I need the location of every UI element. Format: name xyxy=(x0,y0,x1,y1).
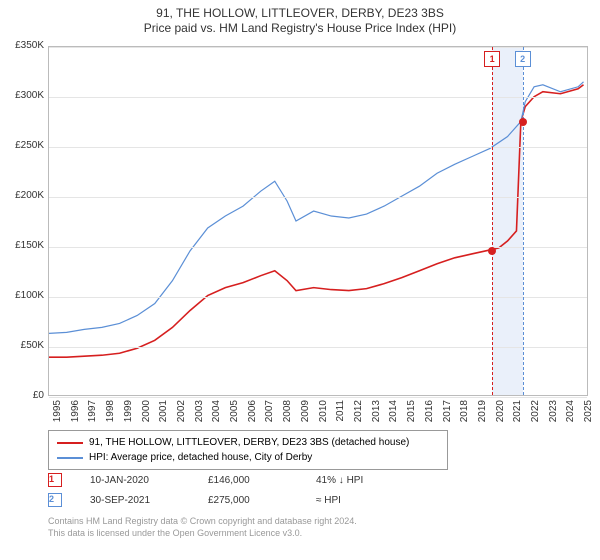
x-axis-label: 2010 xyxy=(318,400,329,440)
x-axis-label: 2019 xyxy=(477,400,488,440)
footer-line-1: Contains HM Land Registry data © Crown c… xyxy=(48,516,357,528)
y-axis-label: £150K xyxy=(2,240,44,251)
x-axis-label: 2008 xyxy=(282,400,293,440)
x-axis-label: 2013 xyxy=(371,400,382,440)
y-axis-label: £350K xyxy=(2,40,44,51)
y-axis-label: £250K xyxy=(2,140,44,151)
x-axis-label: 2024 xyxy=(565,400,576,440)
transaction-price: £146,000 xyxy=(208,475,288,486)
x-axis-label: 2009 xyxy=(300,400,311,440)
x-axis-label: 2023 xyxy=(548,400,559,440)
y-axis-label: £200K xyxy=(2,190,44,201)
x-axis-label: 2005 xyxy=(229,400,240,440)
series-line-hpi xyxy=(49,82,584,334)
legend-label: HPI: Average price, detached house, City… xyxy=(89,450,312,465)
transaction-dot xyxy=(488,247,496,255)
title-line-2: Price paid vs. HM Land Registry's House … xyxy=(0,21,600,35)
legend-item: HPI: Average price, detached house, City… xyxy=(57,450,439,465)
y-axis-label: £50K xyxy=(2,340,44,351)
transactions-table: 1 10-JAN-2020 £146,000 41% ↓ HPI 2 30-SE… xyxy=(48,470,396,510)
gridline xyxy=(49,247,587,248)
y-axis-label: £0 xyxy=(2,390,44,401)
transaction-row: 1 10-JAN-2020 £146,000 41% ↓ HPI xyxy=(48,470,396,490)
marker-label: 2 xyxy=(515,51,531,67)
x-axis-label: 1997 xyxy=(87,400,98,440)
x-axis-label: 2025 xyxy=(583,400,594,440)
gridline xyxy=(49,297,587,298)
x-axis-label: 2020 xyxy=(495,400,506,440)
legend-swatch xyxy=(57,442,83,444)
marker-line xyxy=(523,47,524,395)
y-axis-label: £100K xyxy=(2,290,44,301)
y-axis-label: £300K xyxy=(2,90,44,101)
x-axis-label: 2016 xyxy=(424,400,435,440)
gridline xyxy=(49,97,587,98)
transaction-dot xyxy=(519,118,527,126)
transaction-delta: ≈ HPI xyxy=(316,495,396,506)
legend-swatch xyxy=(57,457,83,459)
x-axis-label: 1999 xyxy=(123,400,134,440)
gridline xyxy=(49,397,587,398)
price-chart: 12 xyxy=(48,46,588,396)
x-axis-label: 2002 xyxy=(176,400,187,440)
x-axis-label: 2015 xyxy=(406,400,417,440)
marker-line xyxy=(492,47,493,395)
x-axis-label: 2014 xyxy=(388,400,399,440)
x-axis-label: 2001 xyxy=(158,400,169,440)
x-axis-label: 2003 xyxy=(194,400,205,440)
x-axis-label: 2022 xyxy=(530,400,541,440)
x-axis-label: 1995 xyxy=(52,400,63,440)
gridline xyxy=(49,147,587,148)
series-line-subject xyxy=(49,85,584,357)
transaction-row: 2 30-SEP-2021 £275,000 ≈ HPI xyxy=(48,490,396,510)
gridline xyxy=(49,197,587,198)
transaction-marker-icon: 1 xyxy=(48,473,62,487)
x-axis-label: 2006 xyxy=(247,400,258,440)
gridline xyxy=(49,347,587,348)
x-axis-label: 2011 xyxy=(335,400,346,440)
x-axis-label: 2004 xyxy=(211,400,222,440)
transaction-delta: 41% ↓ HPI xyxy=(316,475,396,486)
transaction-date: 10-JAN-2020 xyxy=(90,475,180,486)
x-axis-label: 2012 xyxy=(353,400,364,440)
transaction-date: 30-SEP-2021 xyxy=(90,495,180,506)
marker-label: 1 xyxy=(484,51,500,67)
title-line-1: 91, THE HOLLOW, LITTLEOVER, DERBY, DE23 … xyxy=(0,6,600,20)
x-axis-label: 2007 xyxy=(264,400,275,440)
chart-title-block: 91, THE HOLLOW, LITTLEOVER, DERBY, DE23 … xyxy=(0,0,600,37)
x-axis-label: 2017 xyxy=(442,400,453,440)
x-axis-label: 2018 xyxy=(459,400,470,440)
chart-svg xyxy=(49,47,587,395)
x-axis-label: 1996 xyxy=(70,400,81,440)
x-axis-label: 2021 xyxy=(512,400,523,440)
attribution-footer: Contains HM Land Registry data © Crown c… xyxy=(48,516,357,539)
footer-line-2: This data is licensed under the Open Gov… xyxy=(48,528,357,540)
transaction-marker-icon: 2 xyxy=(48,493,62,507)
transaction-price: £275,000 xyxy=(208,495,288,506)
gridline xyxy=(49,47,587,48)
x-axis-label: 1998 xyxy=(105,400,116,440)
x-axis-label: 2000 xyxy=(141,400,152,440)
